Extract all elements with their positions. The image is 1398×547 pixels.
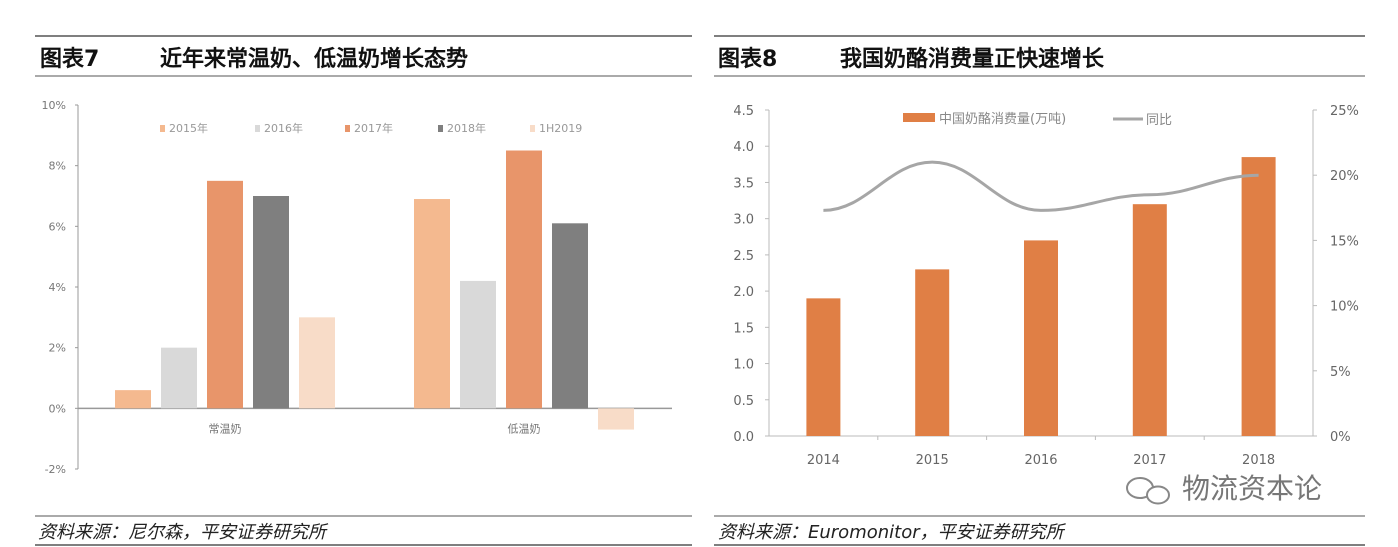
y-right-tick-label: 15%: [1330, 234, 1359, 249]
legend-swatch: [160, 125, 165, 132]
y-right-tick-label: 0%: [1330, 430, 1351, 445]
y-right-tick-label: 10%: [1330, 300, 1359, 315]
left-chart-title: 近年来常温奶、低温奶增长态势: [160, 46, 468, 72]
x-tick-label: 2016: [1024, 453, 1057, 468]
x-category-label: 常温奶: [209, 421, 242, 435]
y-tick-label: 4%: [49, 281, 66, 294]
legend-label: 2017年: [354, 121, 393, 135]
y-tick-label: 8%: [49, 160, 66, 173]
bar-2018年-低温奶: [552, 223, 588, 409]
left-source: 资料来源：尼尔森，平安证券研究所: [38, 522, 329, 543]
wechat-icon: [1126, 477, 1170, 505]
legend-label: 2015年: [169, 121, 208, 135]
left-figure-label: 图表7: [40, 47, 99, 72]
y-left-tick-label: 1.0: [733, 358, 754, 373]
y-right-tick-label: 20%: [1330, 169, 1359, 184]
y-right-tick-label: 5%: [1330, 365, 1351, 380]
y-tick-label: 6%: [49, 220, 66, 233]
x-tick-label: 2017: [1133, 453, 1166, 468]
bar-2015年-常温奶: [115, 390, 151, 409]
legend-label: 同比: [1146, 113, 1172, 128]
bar-2015: [915, 269, 950, 436]
legend-swatch: [255, 125, 260, 132]
y-left-tick-label: 0.5: [733, 394, 754, 409]
y-left-tick-label: 3.0: [733, 213, 754, 228]
bar-2018: [1241, 157, 1276, 437]
right-chart: 0.0 0.5 1.0 1.5 2.0 2.5 3.0 3.5 4.0 4.5 0% 5% 10% 15%…: [733, 104, 1359, 468]
y-left-tick-label: 4.5: [733, 104, 754, 119]
y-left-tick-label: 3.5: [733, 176, 754, 191]
right-source: 资料来源：Euromonitor，平安证券研究所: [718, 522, 1067, 543]
bar-2016年-低温奶: [460, 280, 496, 409]
bar-2017年-低温奶: [506, 150, 542, 409]
bar-2016年-常温奶: [161, 347, 197, 409]
bar-2017年-常温奶: [207, 180, 243, 409]
bar-2017: [1132, 204, 1167, 436]
legend-label: 2016年: [264, 121, 303, 135]
y-tick-label: 10%: [42, 99, 66, 112]
y-right-tick-label: 25%: [1330, 104, 1359, 119]
y-tick-label: 0%: [49, 402, 66, 415]
legend-label: 中国奶酪消费量(万吨): [939, 111, 1066, 127]
legend-label: 1H2019: [539, 122, 582, 135]
x-category-label: 低温奶: [508, 421, 541, 435]
legend-swatch: [345, 125, 350, 132]
legend-swatch: [530, 125, 535, 132]
y-tick-label: -2%: [45, 463, 66, 476]
bar-2014: [806, 298, 841, 436]
y-left-tick-label: 4.0: [733, 140, 754, 155]
y-left-tick-label: 2.5: [733, 249, 754, 264]
legend-swatch: [438, 125, 443, 132]
watermark-text: 物流资本论: [1182, 472, 1322, 505]
x-tick-label: 2014: [807, 453, 840, 468]
y-tick-label: 2%: [49, 342, 66, 355]
y-left-tick-label: 0.0: [733, 430, 754, 445]
bar-1H2019-低温奶: [598, 408, 634, 430]
legend-label: 2018年: [447, 121, 486, 135]
yoy-line: [823, 160, 1259, 212]
bar-1H2019-常温奶: [299, 317, 335, 409]
right-chart-title: 我国奶酪消费量正快速增长: [840, 46, 1105, 72]
legend-swatch-bar: [903, 113, 935, 122]
bar-2018年-常温奶: [253, 196, 289, 409]
bar-2016: [1024, 240, 1058, 436]
bar-2015年-低温奶: [414, 199, 450, 409]
y-left-tick-label: 2.0: [733, 285, 754, 300]
left-chart: -2% 0% 2% 4% 6% 8% 10% 常温奶 低温奶 2015年 2016年 2017年 201…: [42, 99, 672, 476]
x-tick-label: 2018: [1242, 453, 1275, 468]
right-figure-label: 图表8: [718, 47, 777, 72]
x-tick-label: 2015: [916, 453, 949, 468]
y-left-tick-label: 1.5: [733, 321, 754, 336]
